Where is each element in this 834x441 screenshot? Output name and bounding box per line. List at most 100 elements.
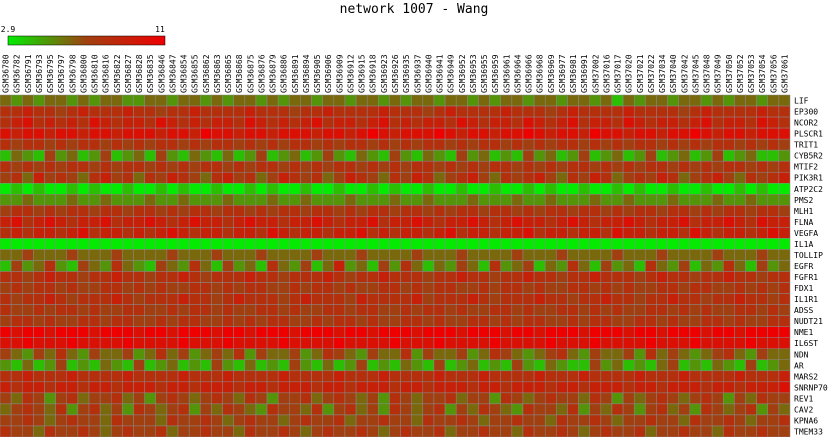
heatmap-cell <box>767 227 780 239</box>
heatmap-cell <box>344 149 357 162</box>
heatmap-cell <box>656 205 668 217</box>
heatmap-cell <box>378 216 390 228</box>
heatmap-cell <box>544 238 557 250</box>
heatmap-cell <box>0 315 12 327</box>
heatmap-cell <box>433 403 446 416</box>
heatmap-cell <box>611 337 624 349</box>
heatmap-cell <box>578 216 590 228</box>
heatmap-cell <box>166 359 179 372</box>
heatmap-cell <box>166 425 179 438</box>
heatmap-cell <box>133 348 145 361</box>
heatmap-cell <box>266 381 279 394</box>
heatmap-cell <box>578 414 590 427</box>
heatmap-cell <box>467 293 479 305</box>
heatmap-cell <box>277 315 290 327</box>
heatmap-cell <box>155 183 168 195</box>
heatmap-cell <box>611 414 624 427</box>
heatmap-cell <box>478 315 490 327</box>
heatmap-cell <box>622 194 635 206</box>
heatmap-cell <box>99 116 112 129</box>
heatmap-cell <box>355 238 368 250</box>
heatmap-cell <box>745 249 757 261</box>
heatmap-cell <box>444 249 457 261</box>
heatmap-cell <box>700 171 713 184</box>
heatmap-cell <box>511 359 524 372</box>
heatmap-cell <box>344 293 357 305</box>
heatmap-cell <box>533 105 546 118</box>
heatmap-cell <box>444 227 457 239</box>
heatmap-cell <box>645 183 657 195</box>
heatmap-cell <box>44 370 56 383</box>
heatmap-cell <box>455 216 468 228</box>
heatmap-cell <box>366 337 379 349</box>
heatmap-cell <box>544 94 557 107</box>
heatmap-cell <box>122 105 134 118</box>
heatmap-cell <box>99 271 112 283</box>
heatmap-cell <box>122 238 134 250</box>
heatmap-cell <box>767 282 780 294</box>
heatmap-cell <box>745 238 757 250</box>
heatmap-cell <box>611 227 624 239</box>
heatmap-cell <box>467 183 479 195</box>
heatmap-cell <box>467 304 479 316</box>
heatmap-cell <box>289 348 301 361</box>
heatmap-cell <box>622 205 635 217</box>
heatmap-cell <box>266 183 279 195</box>
heatmap-cell <box>322 282 335 294</box>
heatmap-cell <box>233 94 246 107</box>
heatmap-cell <box>734 105 746 118</box>
heatmap-cell <box>111 414 123 427</box>
heatmap-cell <box>211 414 223 427</box>
heatmap-cell <box>322 105 335 118</box>
heatmap-cell <box>711 403 724 416</box>
heatmap-cell <box>200 149 212 162</box>
heatmap-cell <box>289 293 301 305</box>
heatmap-cell <box>88 304 101 316</box>
heatmap-cell <box>244 216 257 228</box>
heatmap-cell <box>522 381 535 394</box>
heatmap-cell <box>700 127 713 140</box>
heatmap-cell <box>567 127 579 140</box>
heatmap-cell <box>155 381 168 394</box>
heatmap-cell <box>255 293 268 305</box>
heatmap-cell <box>389 359 401 372</box>
heatmap-cell <box>600 149 613 162</box>
heatmap-cell <box>10 326 23 338</box>
heatmap-cell <box>366 425 379 438</box>
heatmap-cell <box>511 216 524 228</box>
heatmap-cell <box>455 315 468 327</box>
heatmap-cell <box>66 94 79 107</box>
heatmap-cell <box>422 171 435 184</box>
heatmap-cell <box>633 381 646 394</box>
heatmap-cell <box>55 94 68 107</box>
heatmap-cell <box>411 381 424 394</box>
column-label: GSM37053 <box>747 54 756 93</box>
heatmap-cell <box>389 149 401 162</box>
heatmap-cell <box>344 326 357 338</box>
heatmap-cell <box>166 348 179 361</box>
heatmap-cell <box>44 238 56 250</box>
heatmap-cell <box>400 171 412 184</box>
heatmap-cell <box>188 304 201 316</box>
heatmap-cell <box>400 249 412 261</box>
heatmap-cell <box>88 105 101 118</box>
heatmap-cell <box>211 359 223 372</box>
heatmap-cell <box>400 227 412 239</box>
heatmap-cell <box>734 249 746 261</box>
heatmap-cell <box>10 94 23 107</box>
heatmap-cell <box>244 381 257 394</box>
heatmap-cell <box>489 116 501 129</box>
heatmap-cell <box>455 238 468 250</box>
heatmap-cell <box>222 149 234 162</box>
heatmap-cell <box>667 116 679 129</box>
heatmap-cell <box>133 304 145 316</box>
heatmap-cell <box>177 370 190 383</box>
heatmap-cell <box>645 293 657 305</box>
heatmap-cell <box>389 227 401 239</box>
heatmap-cell <box>544 293 557 305</box>
heatmap-cell <box>33 160 45 173</box>
heatmap-cell <box>578 326 590 338</box>
column-label: GSM36795 <box>46 54 55 93</box>
heatmap-cell <box>111 326 123 338</box>
heatmap-cell <box>200 127 212 140</box>
